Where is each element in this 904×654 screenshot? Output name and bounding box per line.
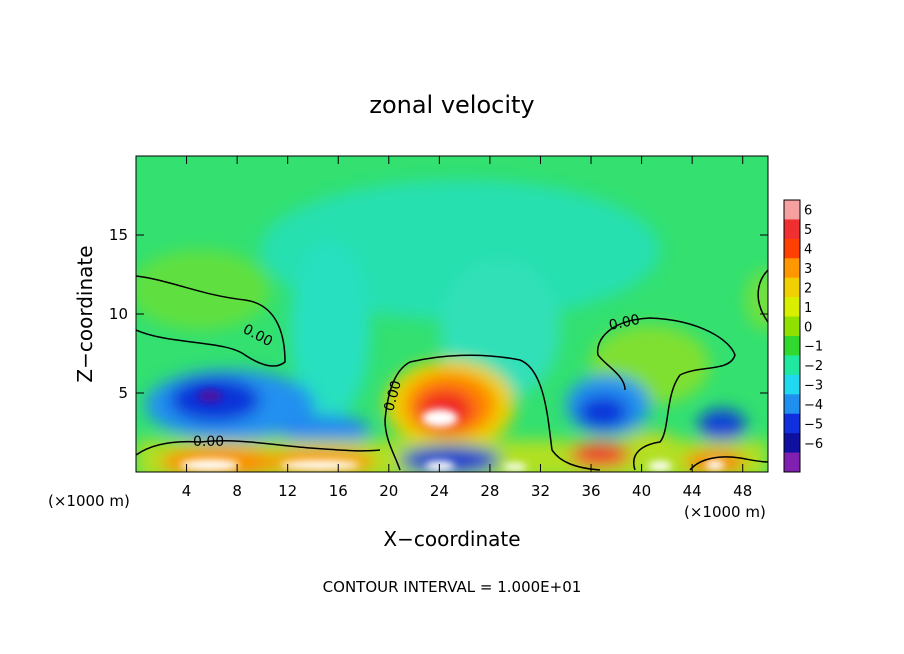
contour-far-right <box>757 269 768 323</box>
contour-right-dome <box>596 317 736 471</box>
bottom-white-2 <box>280 460 360 470</box>
colorbar-label: 1 <box>804 301 812 316</box>
x-tick-label: 20 <box>379 482 398 500</box>
left-purple-core <box>198 390 222 402</box>
center-left-blue <box>280 415 370 445</box>
y-axis-label: Z−coordinate <box>73 245 97 382</box>
contour-interval-footer: CONTOUR INTERVAL = 1.000E+01 <box>323 578 582 596</box>
x-tick-label: 8 <box>232 482 242 500</box>
contour-label-4: 0.00 <box>608 312 642 334</box>
colorbar-swatch <box>784 219 800 240</box>
right-blue-core <box>578 396 628 428</box>
contour-bottom-right <box>689 456 768 471</box>
contour-label-3: 0.00 <box>193 434 224 450</box>
plot-area: 0.00 0.00 0.00 0.00 <box>136 156 768 472</box>
x-axis-label: X−coordinate <box>383 527 520 551</box>
colorbar-swatch <box>784 433 800 454</box>
colorbar-frame <box>783 199 801 473</box>
x-axis-unit-right: (×1000 m) <box>684 503 766 521</box>
chart-title: zonal velocity <box>369 91 534 119</box>
x-tick-label: 40 <box>632 482 651 500</box>
x-tick-label: 12 <box>278 482 297 500</box>
colorbar-swatch <box>784 355 800 376</box>
colorbar-label: −3 <box>804 379 823 394</box>
colorbar-label: −2 <box>804 359 823 374</box>
bottom-white-4 <box>503 463 527 471</box>
zero-contours <box>136 269 768 471</box>
bottom-white-1 <box>180 459 240 471</box>
x-tick-label: 16 <box>329 482 348 500</box>
colorbar-label: −6 <box>804 437 823 452</box>
x-tick-label: 4 <box>182 482 192 500</box>
colorbar-swatch <box>784 316 800 337</box>
far-right-blue <box>698 409 746 441</box>
x-tick-label: 44 <box>683 482 702 500</box>
bottom-right-red <box>570 443 630 467</box>
colorbar-label: 0 <box>804 320 812 335</box>
field-highlights <box>180 390 725 471</box>
contour-left-upper <box>136 275 286 367</box>
colorbar-swatch <box>784 297 800 318</box>
contour-label-2: 0.00 <box>381 379 405 413</box>
bottom-white-5 <box>648 461 672 471</box>
x-tick-label: 36 <box>581 482 600 500</box>
colorbar-swatch <box>784 336 800 356</box>
x-axis: 4 8 12 16 20 24 28 32 36 40 44 48 <box>182 156 752 500</box>
y-tick-label: 10 <box>109 305 128 323</box>
y-axis: 5 10 15 <box>109 226 768 402</box>
colorbar-swatch <box>784 394 800 415</box>
colorbar-swatch <box>784 277 800 298</box>
center-white-core <box>422 409 458 427</box>
x-tick-label: 28 <box>480 482 499 500</box>
x-tick-label: 24 <box>430 482 449 500</box>
x-tick-label: 48 <box>733 482 752 500</box>
colorbar-label: 4 <box>804 243 812 258</box>
y-tick-label: 15 <box>109 226 128 244</box>
x-axis-unit-left: (×1000 m) <box>48 492 130 510</box>
bottom-white-6 <box>705 460 725 470</box>
colorbar-label: −1 <box>804 340 823 355</box>
contour-left-lower <box>136 440 381 456</box>
field-layer <box>136 180 768 472</box>
right-edge-green <box>745 270 768 330</box>
colorbar-label: 3 <box>804 262 812 277</box>
bottom-white-3 <box>425 461 455 471</box>
colorbar-label: 2 <box>804 281 812 296</box>
colorbar-swatch <box>784 238 800 259</box>
colorbar-swatch <box>784 374 800 395</box>
colorbar-swatch <box>784 413 800 434</box>
colorbar-label: −4 <box>804 398 823 413</box>
bottom-center-blue <box>400 446 500 472</box>
contour-center-dome <box>384 354 601 471</box>
colorbar: 6 5 4 3 2 1 0 −1 −2 −3 −4 −5 −6 <box>783 199 823 473</box>
colorbar-label: 5 <box>804 223 812 238</box>
colorbar-swatch <box>784 452 800 473</box>
mid-cyan-column <box>290 240 370 420</box>
colorbar-label: −5 <box>804 417 823 432</box>
y-tick-label: 5 <box>118 384 128 402</box>
colorbar-swatch <box>784 258 800 279</box>
colorbar-label: 6 <box>804 204 812 219</box>
upper-left-green <box>136 250 270 330</box>
colorbar-swatch <box>784 200 800 220</box>
x-tick-label: 32 <box>531 482 550 500</box>
